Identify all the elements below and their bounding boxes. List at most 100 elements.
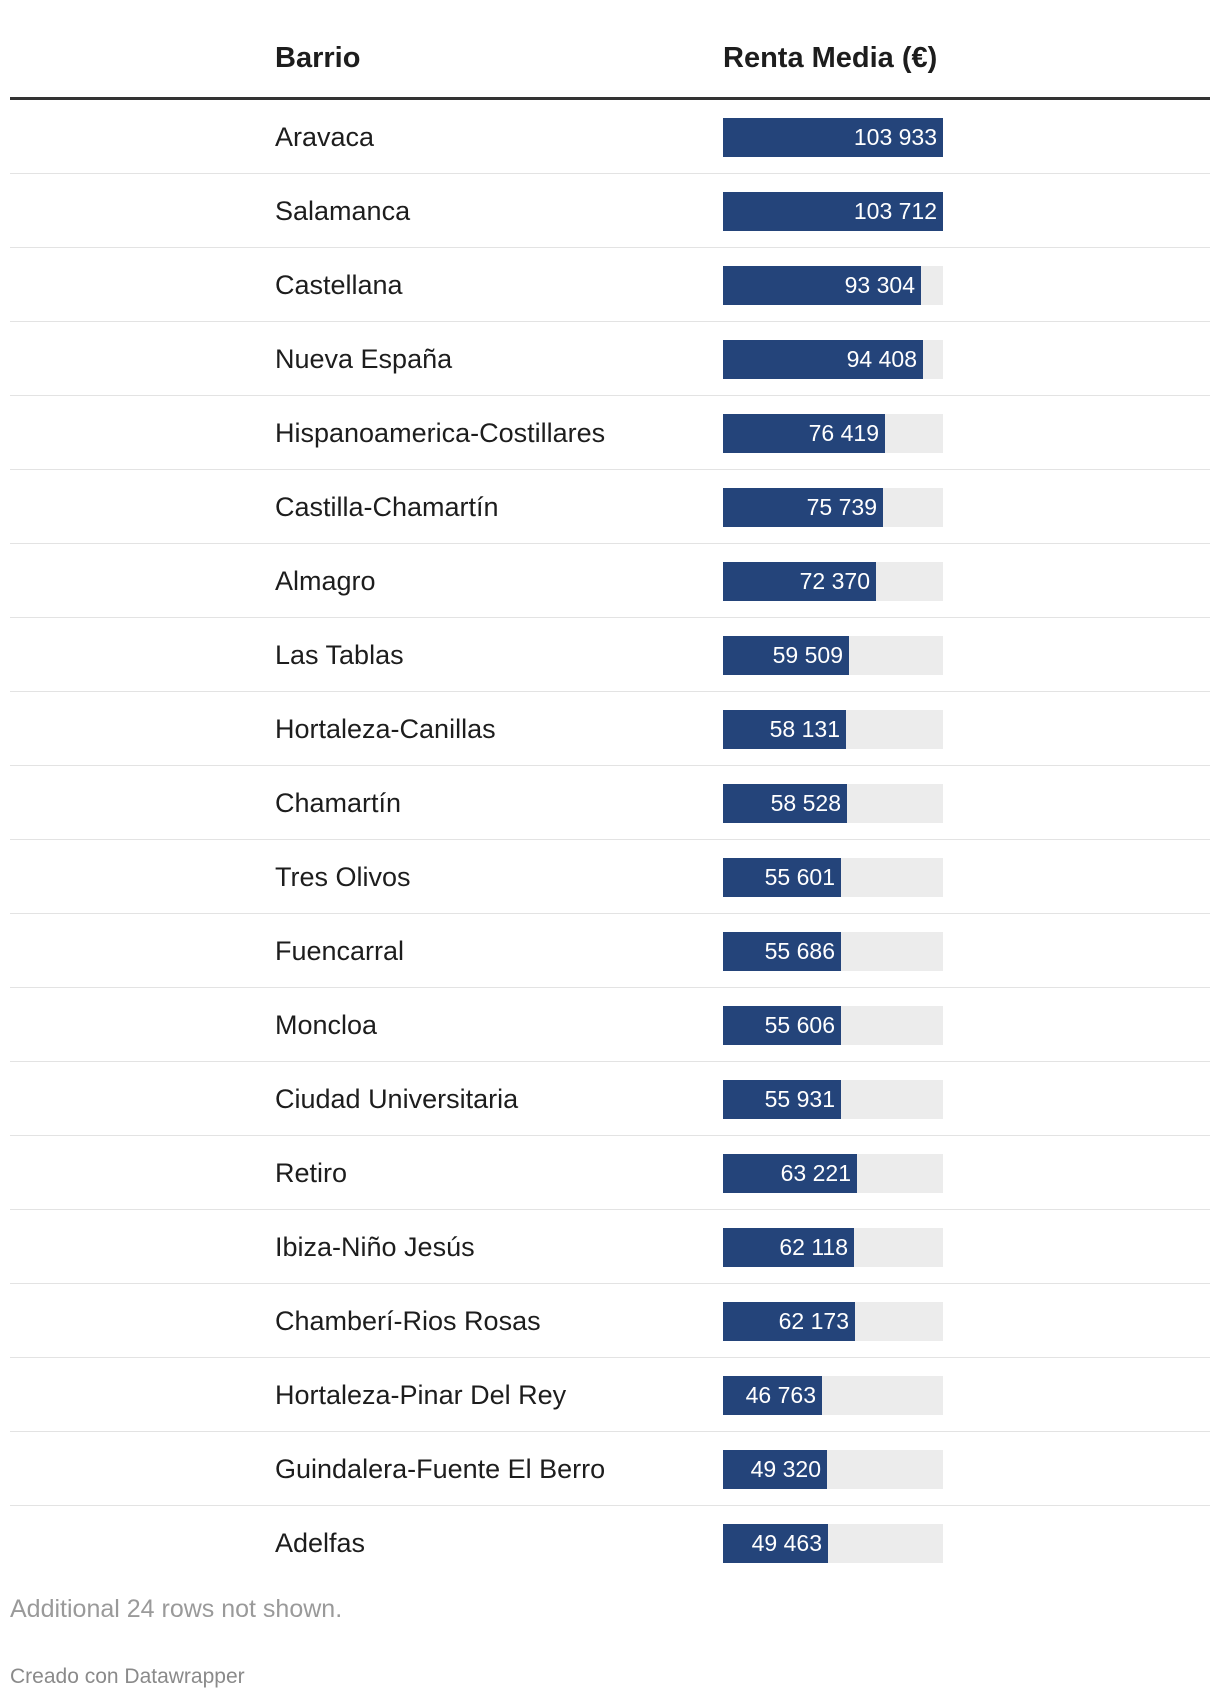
table-row: Castellana 93 304 <box>10 248 1210 322</box>
barrio-name: Hortaleza-Pinar Del Rey <box>275 1380 567 1410</box>
renta-bar: 55 601 <box>723 858 841 897</box>
renta-value-label: 49 463 <box>751 1530 822 1556</box>
barrio-name: Ibiza-Niño Jesús <box>275 1232 475 1262</box>
table-row: Hortaleza-Pinar Del Rey 46 763 <box>10 1358 1210 1432</box>
table-row: Aravaca 103 933 <box>10 100 1210 174</box>
renta-bar-track: 103 933 <box>723 118 943 157</box>
renta-bar: 58 528 <box>723 784 847 823</box>
renta-bar-track: 76 419 <box>723 414 943 453</box>
barrio-name: Hispanoamerica-Costillares <box>275 418 606 448</box>
barrio-name: Moncloa <box>275 1010 378 1040</box>
renta-bar: 62 118 <box>723 1228 854 1267</box>
renta-bar: 49 320 <box>723 1450 827 1489</box>
barrio-name: Castellana <box>275 270 403 300</box>
renta-value-label: 72 370 <box>799 568 870 594</box>
renta-bar-track: 59 509 <box>723 636 943 675</box>
renta-value-label: 55 601 <box>764 864 835 890</box>
renta-value-label: 62 173 <box>778 1308 849 1334</box>
barrio-name: Fuencarral <box>275 936 405 966</box>
renta-value-label: 58 528 <box>770 790 841 816</box>
renta-value-label: 94 408 <box>846 346 917 372</box>
renta-bar-track: 75 739 <box>723 488 943 527</box>
table-row: Tres Olivos 55 601 <box>10 840 1210 914</box>
renta-value-label: 55 606 <box>764 1012 835 1038</box>
renta-bar: 55 686 <box>723 932 841 971</box>
renta-value-label: 103 712 <box>853 198 937 224</box>
table-row: Guindalera-Fuente El Berro 49 320 <box>10 1432 1210 1506</box>
renta-bar: 59 509 <box>723 636 849 675</box>
renta-value-label: 58 131 <box>769 716 840 742</box>
table-row: Ciudad Universitaria 55 931 <box>10 1062 1210 1136</box>
barrio-name: Chamberí-Rios Rosas <box>275 1306 541 1336</box>
table-row: Adelfas 49 463 <box>10 1506 1210 1580</box>
credit-link[interactable]: Creado con Datawrapper <box>10 1665 245 1688</box>
renta-value-label: 49 320 <box>750 1456 821 1482</box>
table-row: Almagro 72 370 <box>10 544 1210 618</box>
renta-bar: 55 931 <box>723 1080 841 1119</box>
renta-bar-track: 49 463 <box>723 1524 943 1563</box>
renta-bar-track: 63 221 <box>723 1154 943 1193</box>
renta-bar-track: 55 686 <box>723 932 943 971</box>
renta-bar: 75 739 <box>723 488 883 527</box>
renta-bar: 49 463 <box>723 1524 828 1563</box>
barrio-name: Adelfas <box>275 1528 366 1558</box>
table-body: Aravaca 103 933 Salamanca 103 712 Castellana… <box>10 100 1210 1580</box>
table-row: Ibiza-Niño Jesús 62 118 <box>10 1210 1210 1284</box>
table-row: Moncloa 55 606 <box>10 988 1210 1062</box>
renta-bar: 62 173 <box>723 1302 855 1341</box>
renta-bar: 58 131 <box>723 710 846 749</box>
renta-bar: 103 933 <box>723 118 943 157</box>
column-header-renta-media[interactable]: Renta Media (€) <box>723 42 938 74</box>
barrio-name: Hortaleza-Canillas <box>275 714 496 744</box>
data-table: Barrio Renta Media (€) Aravaca 103 933 Sal… <box>10 0 1210 1580</box>
renta-value-label: 93 304 <box>844 272 915 298</box>
renta-value-label: 59 509 <box>772 642 843 668</box>
renta-bar: 94 408 <box>723 340 923 379</box>
renta-value-label: 46 763 <box>745 1382 816 1408</box>
barrio-name: Guindalera-Fuente El Berro <box>275 1454 606 1484</box>
table-notes: Additional 24 rows not shown. <box>10 1595 343 1623</box>
barrio-name: Retiro <box>275 1158 348 1188</box>
barrio-name: Nueva España <box>275 344 453 374</box>
renta-value-label: 75 739 <box>806 494 877 520</box>
renta-bar-track: 94 408 <box>723 340 943 379</box>
renta-value-label: 63 221 <box>780 1160 851 1186</box>
renta-bar: 72 370 <box>723 562 876 601</box>
renta-bar-track: 103 712 <box>723 192 943 231</box>
column-header-barrio[interactable]: Barrio <box>275 42 361 74</box>
table-row: Salamanca 103 712 <box>10 174 1210 248</box>
renta-bar: 103 712 <box>723 192 943 231</box>
renta-value-label: 55 686 <box>764 938 835 964</box>
renta-bar-track: 55 601 <box>723 858 943 897</box>
renta-value-label: 55 931 <box>764 1086 835 1112</box>
renta-bar-track: 55 931 <box>723 1080 943 1119</box>
renta-value-label: 103 933 <box>853 124 937 150</box>
renta-value-label: 76 419 <box>808 420 879 446</box>
barrio-name: Las Tablas <box>275 640 404 670</box>
renta-bar-track: 62 118 <box>723 1228 943 1267</box>
renta-bar-track: 58 131 <box>723 710 943 749</box>
renta-bar-track: 72 370 <box>723 562 943 601</box>
renta-bar-track: 46 763 <box>723 1376 943 1415</box>
barrio-name: Almagro <box>275 566 376 596</box>
renta-value-label: 62 118 <box>779 1234 848 1260</box>
table-row: Las Tablas 59 509 <box>10 618 1210 692</box>
table-row: Hortaleza-Canillas 58 131 <box>10 692 1210 766</box>
renta-bar: 63 221 <box>723 1154 857 1193</box>
table-row: Castilla-Chamartín 75 739 <box>10 470 1210 544</box>
table-row: Hispanoamerica-Costillares 76 419 <box>10 396 1210 470</box>
barrio-name: Salamanca <box>275 196 411 226</box>
renta-bar-track: 49 320 <box>723 1450 943 1489</box>
table-row: Retiro 63 221 <box>10 1136 1210 1210</box>
table-row: Fuencarral 55 686 <box>10 914 1210 988</box>
renta-bar-track: 55 606 <box>723 1006 943 1045</box>
barrio-name: Castilla-Chamartín <box>275 492 499 522</box>
renta-bar: 76 419 <box>723 414 885 453</box>
table-row: Nueva España 94 408 <box>10 322 1210 396</box>
barrio-name: Tres Olivos <box>275 862 411 892</box>
renta-bar-track: 62 173 <box>723 1302 943 1341</box>
renta-bar: 93 304 <box>723 266 921 305</box>
table-row: Chamartín 58 528 <box>10 766 1210 840</box>
table-row: Chamberí-Rios Rosas 62 173 <box>10 1284 1210 1358</box>
renta-bar-track: 58 528 <box>723 784 943 823</box>
